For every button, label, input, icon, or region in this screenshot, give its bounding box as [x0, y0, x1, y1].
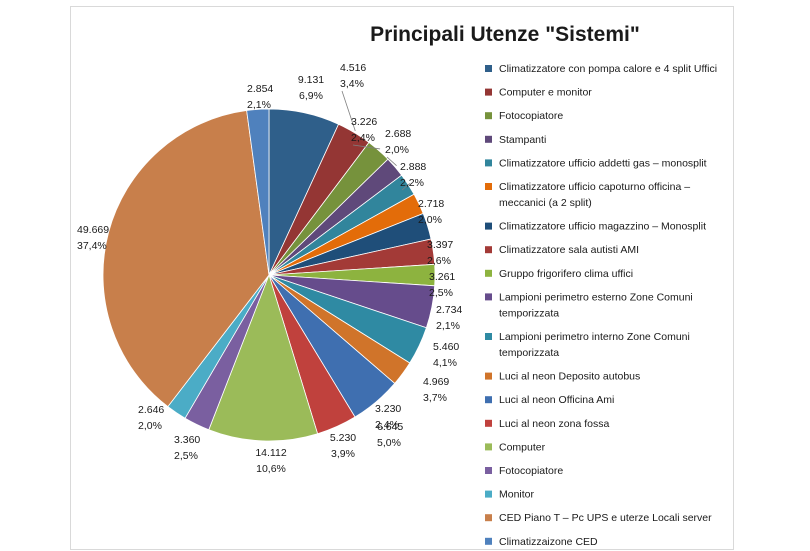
legend: Climatizzatore con pompa calore e 4 spli… — [485, 63, 717, 548]
legend-swatch — [485, 419, 492, 427]
legend-swatch — [485, 537, 492, 545]
legend-swatch — [485, 135, 492, 143]
pie-slices — [102, 108, 436, 442]
data-label-value: 4.516 — [340, 62, 366, 74]
data-label-percent: 2,5% — [429, 287, 453, 299]
data-label-percent: 2,6% — [427, 255, 451, 267]
legend-entry: Computer e monitor — [499, 87, 592, 99]
data-label-percent: 4,1% — [433, 357, 457, 369]
legend-entry: Climatizzatore con pompa calore e 4 spli… — [499, 63, 717, 75]
data-label-value: 2.854 — [247, 83, 273, 95]
leader-lines — [341, 90, 411, 191]
data-label-value: 2.688 — [385, 128, 411, 140]
data-label-percent: 10,6% — [256, 463, 286, 475]
legend-swatch — [485, 514, 492, 522]
leader-line — [341, 90, 356, 131]
legend-entry: Climatizzatore ufficio magazzino – Monos… — [499, 221, 706, 233]
legend-entry: Lampioni perimetro esterno Zone Comuni te… — [499, 291, 693, 319]
legend-swatch — [485, 372, 492, 380]
legend-swatch — [485, 467, 492, 474]
data-label-percent: 37,4% — [77, 240, 107, 252]
legend-swatch — [485, 443, 492, 451]
pie-slice — [208, 273, 319, 442]
legend-entry: Lampioni perimetro interno Zone Comuni te… — [499, 331, 690, 359]
chart-frame: Principali Utenze "Sistemi" 9.131 6,9% 4.5… — [70, 6, 734, 550]
data-label-percent: 2,5% — [174, 450, 198, 462]
legend-swatch — [485, 183, 492, 190]
pie-slice — [246, 108, 270, 276]
legend-swatch — [485, 159, 492, 167]
chart-title: Principali Utenze "Sistemi" — [370, 23, 640, 46]
data-label-percent: 2,0% — [385, 144, 409, 156]
data-label-value: 14.112 — [255, 447, 286, 459]
legend-swatch — [485, 490, 492, 498]
data-label-percent: 2,0% — [418, 214, 442, 226]
legend-swatch — [485, 269, 492, 277]
data-label-value: 2.888 — [400, 161, 426, 173]
data-labels: 9.131 6,9% 4.516 3,4% 3.226 2,4% 2.688 2,0% 2.88… — [77, 62, 462, 475]
legend-swatch — [485, 333, 492, 340]
legend-entry: Fotocopiatore — [499, 465, 563, 477]
pie-chart: Principali Utenze "Sistemi" 9.131 6,9% 4.5… — [77, 23, 717, 548]
data-label-percent: 2,4% — [375, 419, 399, 431]
data-label-value: 5.230 — [330, 432, 356, 444]
data-label-value: 3.397 — [427, 239, 453, 251]
legend-entry: Gruppo frigorifero clima uffici — [499, 268, 633, 280]
legend-entry: Luci al neon zona fossa — [499, 418, 609, 430]
data-label-percent: 2,4% — [351, 132, 375, 144]
leader-line — [352, 144, 381, 150]
legend-entry: Climatizzatore sala autisti AMI — [499, 244, 639, 256]
legend-entry: Fotocopiatore — [499, 110, 563, 122]
data-label-percent: 2,1% — [247, 99, 271, 111]
data-label-percent: 3,9% — [331, 448, 355, 460]
data-label-value: 9.131 — [298, 74, 324, 86]
data-label-value: 5.460 — [433, 341, 459, 353]
data-label-percent: 5,0% — [377, 437, 401, 449]
data-label-percent: 6,9% — [299, 90, 323, 102]
data-label-value: 2.734 — [436, 304, 462, 316]
legend-swatch — [485, 293, 492, 301]
data-label-value: 3.226 — [351, 116, 377, 128]
legend-swatch — [485, 65, 492, 72]
legend-entry: Climatizzaizone CED — [499, 536, 598, 548]
legend-swatch — [485, 246, 492, 254]
legend-swatch — [485, 222, 492, 230]
pie-slice — [102, 110, 270, 408]
legend-entry: Luci al neon Officina Ami — [499, 394, 614, 406]
data-label-percent: 3,7% — [423, 392, 447, 404]
legend-entry: Climatizzatore ufficio capoturno officin… — [499, 181, 690, 209]
legend-swatch — [485, 396, 492, 404]
legend-entry: Luci al neon Deposito autobus — [499, 371, 640, 383]
data-label-value: 3.360 — [174, 434, 200, 446]
data-label-value: 3.230 — [375, 403, 401, 415]
legend-entry: Monitor — [499, 489, 535, 501]
leader-line — [386, 156, 397, 166]
legend-swatch — [485, 88, 492, 96]
legend-entry: Stampanti — [499, 134, 546, 146]
data-label-value: 4.969 — [423, 376, 449, 388]
data-label-value: 2.718 — [418, 198, 444, 210]
legend-entry: Computer — [499, 441, 546, 453]
legend-entry: CED Piano T – Pc UPS e uterze Locali ser… — [499, 512, 712, 524]
data-label-percent: 2,2% — [400, 177, 424, 189]
data-label-percent: 2,0% — [138, 420, 162, 432]
data-label-value: 6.645 — [377, 421, 403, 433]
data-label-percent: 3,4% — [340, 78, 364, 90]
legend-swatch — [485, 112, 492, 120]
leader-line — [401, 183, 411, 191]
data-label-value: 3.261 — [429, 271, 455, 283]
legend-entry: Climatizzatore ufficio addetti gas – mon… — [499, 157, 707, 169]
data-label-value: 2.646 — [138, 404, 164, 416]
data-label-percent: 2,1% — [436, 320, 460, 332]
data-label-value: 49.669 — [77, 224, 109, 236]
